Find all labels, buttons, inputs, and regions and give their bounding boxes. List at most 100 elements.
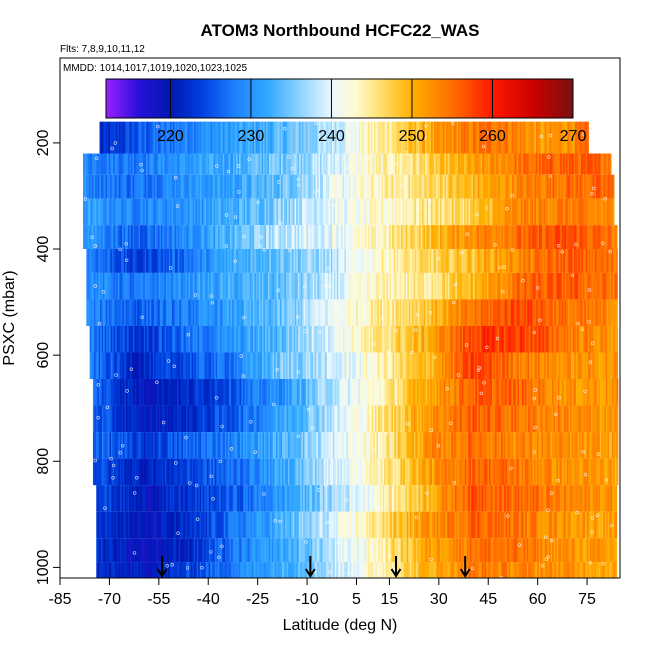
heat-cell (236, 272, 239, 300)
heat-cell (580, 432, 583, 459)
heat-cell (365, 432, 368, 459)
heat-cell (94, 325, 97, 353)
heat-cell (346, 405, 349, 433)
heat-cell (413, 458, 416, 486)
heat-cell (122, 249, 125, 273)
heat-cell (258, 249, 261, 273)
heat-cell (266, 458, 269, 486)
heat-cell (530, 432, 533, 459)
heat-cell (386, 458, 389, 486)
heat-cell (110, 379, 113, 406)
heat-cell (250, 379, 253, 406)
heat-cell (344, 225, 346, 250)
heat-cell (579, 121, 582, 154)
heat-cell (218, 352, 221, 380)
heat-cell (287, 379, 290, 406)
heat-cell (524, 225, 526, 250)
heat-cell (565, 352, 568, 380)
heat-cell (493, 432, 496, 459)
heat-cell (202, 325, 205, 353)
heat-cell (612, 249, 615, 273)
heat-cell (387, 299, 390, 326)
heat-cell (578, 352, 581, 380)
heat-cell (147, 299, 150, 326)
heat-cell (140, 405, 143, 433)
heat-cell (211, 325, 214, 353)
heat-cell (547, 405, 550, 433)
heat-cell (326, 153, 328, 175)
heat-cell (160, 405, 163, 433)
heat-cell (293, 325, 296, 353)
heat-cell (342, 121, 345, 154)
heat-cell (516, 225, 519, 250)
heat-cell (605, 272, 608, 300)
heat-cell (218, 432, 221, 459)
heat-cell (216, 272, 219, 300)
heat-cell (466, 458, 469, 486)
heat-cell (561, 272, 564, 300)
heat-cell (366, 225, 369, 250)
heat-cell (524, 249, 527, 273)
heat-cell (449, 352, 452, 380)
heat-cell (456, 174, 459, 199)
heat-cell (440, 458, 443, 486)
heat-cell (544, 405, 547, 433)
heat-cell (238, 405, 241, 433)
heat-cell (335, 458, 338, 486)
heat-cell (394, 432, 397, 459)
heat-cell (445, 405, 448, 433)
heat-cell (455, 405, 458, 433)
heat-cell (217, 352, 220, 380)
heat-cell (206, 272, 209, 300)
heat-cell (243, 198, 246, 226)
heat-cell (345, 249, 348, 273)
heat-cell (422, 198, 424, 226)
heat-cell (186, 249, 189, 273)
heat-cell (272, 121, 274, 154)
heat-cell (267, 121, 270, 154)
heat-cell (537, 198, 540, 226)
heat-cell (506, 379, 509, 406)
heat-cell (313, 325, 316, 353)
heat-cell (269, 432, 272, 459)
heat-cell (593, 325, 596, 353)
heat-cell (424, 352, 427, 380)
heat-cell (608, 225, 610, 250)
heat-cell (240, 121, 243, 154)
heat-cell (451, 325, 454, 353)
heat-cell (163, 352, 166, 380)
heat-cell (107, 352, 110, 380)
heat-cell (527, 379, 530, 406)
heat-cell (518, 325, 521, 353)
heat-cell (227, 153, 229, 175)
heat-cell (172, 379, 175, 406)
heat-cell (560, 225, 562, 250)
heat-cell (314, 458, 317, 486)
heat-cell (277, 432, 280, 459)
heat-cell (606, 153, 609, 175)
heat-cell (425, 379, 428, 406)
heat-cell (497, 198, 499, 226)
heat-cell (613, 352, 616, 380)
heat-cell (187, 432, 190, 459)
heat-cell (243, 249, 246, 273)
heat-cell (249, 249, 252, 273)
heat-cell (209, 299, 212, 326)
heat-cell (320, 405, 323, 433)
heat-cell (341, 325, 344, 353)
heat-cell (156, 299, 159, 326)
heat-cell (286, 432, 289, 459)
heat-cell (335, 249, 338, 273)
heat-cell (352, 352, 355, 380)
heat-cell (360, 249, 363, 273)
heat-cell (439, 405, 442, 433)
heat-cell (253, 432, 256, 459)
heat-cell (245, 458, 248, 486)
heat-cell (107, 198, 109, 226)
heat-cell (199, 485, 202, 512)
heat-cell (236, 121, 238, 154)
heat-cell (241, 379, 244, 406)
heat-cell (346, 432, 349, 459)
heat-cell (473, 198, 475, 226)
heat-cell (557, 198, 559, 226)
